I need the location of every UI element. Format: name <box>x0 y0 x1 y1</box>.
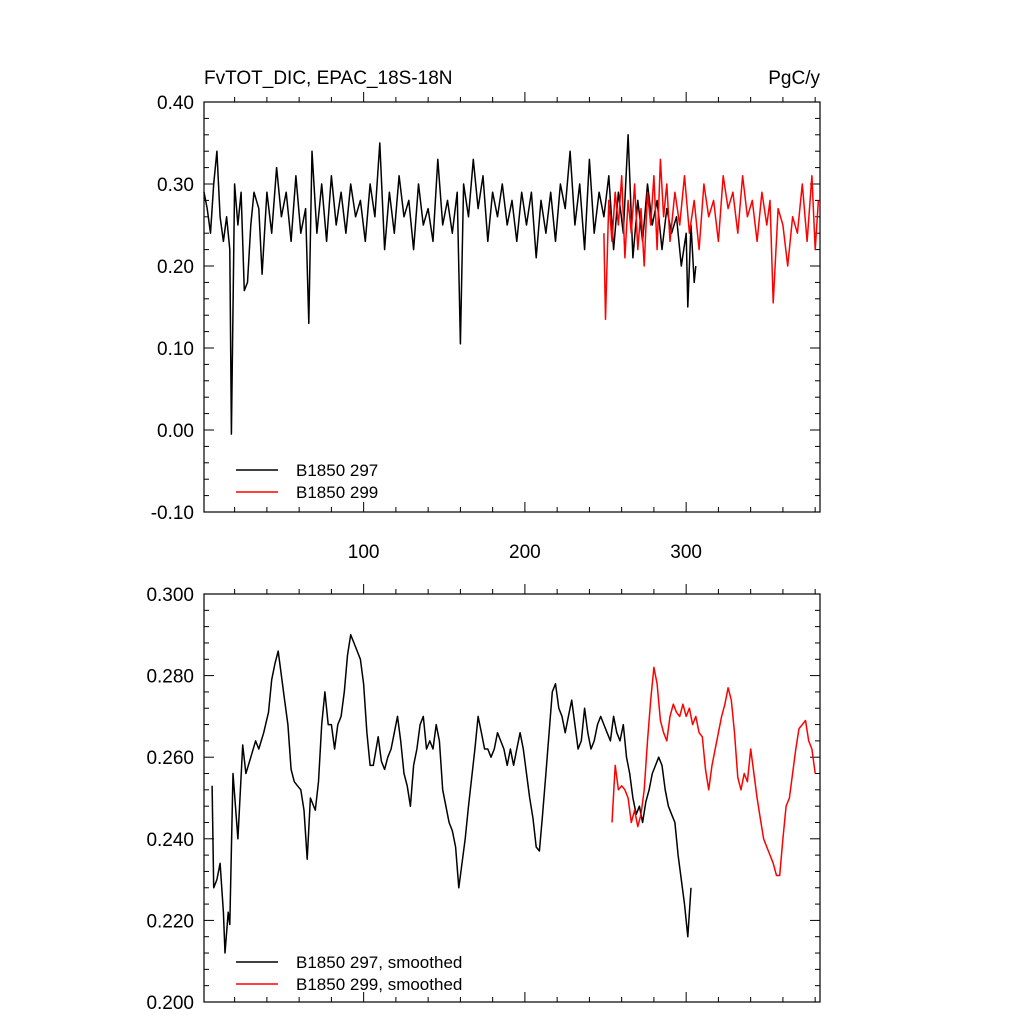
y-tick-label: 0.300 <box>146 585 194 606</box>
y-tick-label: 0.200 <box>146 993 194 1014</box>
series-line-b1850-299 <box>603 158 820 321</box>
x-tick-label: 200 <box>509 542 541 563</box>
y-tick-label: 0.280 <box>146 667 194 688</box>
x-tick-label: 100 <box>348 542 380 563</box>
y-tick-label: 0.30 <box>157 175 194 196</box>
series-line-b1850-297-smoothed <box>211 634 692 954</box>
legend-label: B1850 297 <box>296 461 378 480</box>
chart-panel-top: -0.10 0.00 0.10 0.20 0.30 0.40 100 200 300 B1850 … <box>151 92 821 563</box>
chart-panel-bottom: 0.200 0.220 0.240 0.260 0.280 0.300 B1850 297,… <box>146 584 821 1014</box>
x-tick-label: 300 <box>670 542 702 563</box>
plot-frame <box>203 101 821 513</box>
y-tick-label: 0.240 <box>146 830 194 851</box>
series-line-b1850-299-smoothed <box>611 666 816 877</box>
y-tick-label: 0.40 <box>157 93 194 114</box>
y-tick-label: 0.10 <box>157 339 194 360</box>
legend-label: B1850 299, smoothed <box>296 975 462 994</box>
plot-frame <box>203 593 821 1003</box>
y-tick-label: -0.10 <box>151 503 194 524</box>
y-tick-label: 0.00 <box>157 421 194 442</box>
series-line-b1850-297 <box>203 134 697 435</box>
legend-label: B1850 297, smoothed <box>296 953 462 972</box>
y-tick-label: 0.20 <box>157 257 194 278</box>
y-tick-label: 0.260 <box>146 748 194 769</box>
y-tick-label: 0.220 <box>146 911 194 932</box>
legend-label: B1850 299 <box>296 483 378 502</box>
panel1-title-left: FvTOT_DIC, EPAC_18S-18N <box>204 68 452 89</box>
panel1-title-right: PgC/y <box>768 68 820 89</box>
